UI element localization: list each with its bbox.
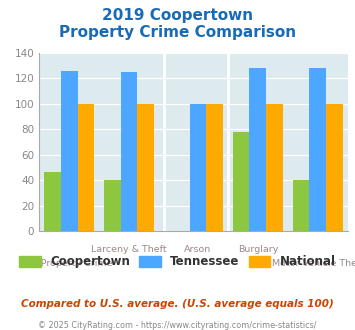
Bar [233, 132, 250, 231]
Text: Burglary: Burglary [237, 245, 278, 254]
Text: All Property Crime: All Property Crime [26, 259, 113, 268]
Text: Compared to U.S. average. (U.S. average equals 100): Compared to U.S. average. (U.S. average … [21, 299, 334, 309]
Text: © 2025 CityRating.com - https://www.cityrating.com/crime-statistics/: © 2025 CityRating.com - https://www.city… [38, 321, 317, 330]
Text: Larceny & Theft: Larceny & Theft [91, 245, 167, 254]
Bar [61, 71, 78, 231]
Bar [309, 68, 326, 231]
Bar [190, 104, 206, 231]
Text: Property Crime Comparison: Property Crime Comparison [59, 25, 296, 40]
Bar [293, 180, 309, 231]
Text: 2019 Coopertown: 2019 Coopertown [102, 8, 253, 23]
Bar [104, 180, 121, 231]
Bar [121, 72, 137, 231]
Bar [206, 104, 223, 231]
Bar [78, 104, 94, 231]
Bar [137, 104, 154, 231]
Bar [44, 173, 61, 231]
Text: Arson: Arson [184, 245, 212, 254]
Legend: Coopertown, Tennessee, National: Coopertown, Tennessee, National [15, 250, 340, 273]
Bar [326, 104, 343, 231]
Bar [250, 68, 266, 231]
Text: Motor Vehicle Theft: Motor Vehicle Theft [272, 259, 355, 268]
Bar [266, 104, 283, 231]
